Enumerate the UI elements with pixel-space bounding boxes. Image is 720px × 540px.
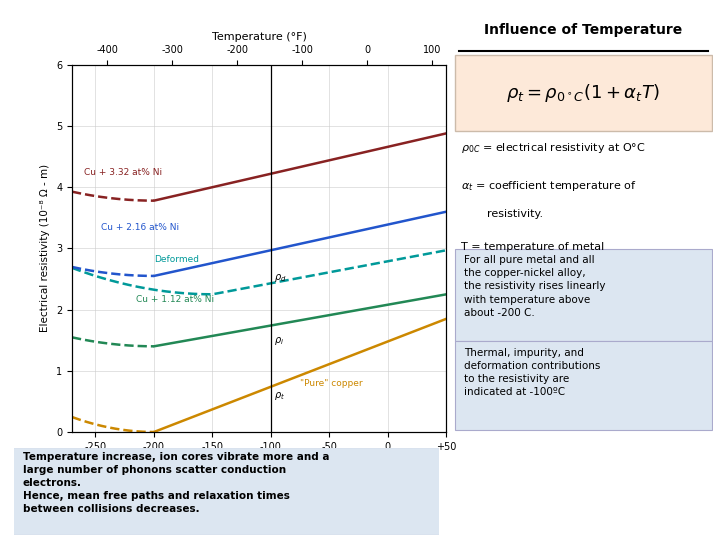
Text: Deformed: Deformed: [154, 255, 199, 264]
X-axis label: Temperature (°C): Temperature (°C): [211, 457, 307, 467]
FancyBboxPatch shape: [10, 447, 444, 536]
Text: $\rho_{0C}$ = electrical resistivity at O°C: $\rho_{0C}$ = electrical resistivity at …: [462, 141, 646, 156]
X-axis label: Temperature (°F): Temperature (°F): [212, 31, 307, 42]
Text: Temperature increase, ion cores vibrate more and a
large number of phonons scatt: Temperature increase, ion cores vibrate …: [23, 451, 329, 515]
Text: Cu + 3.32 at% Ni: Cu + 3.32 at% Ni: [84, 168, 162, 177]
Text: $\rho_t = \rho_{0^\circ C}(1 + \alpha_t T)$: $\rho_t = \rho_{0^\circ C}(1 + \alpha_t …: [506, 82, 660, 104]
Text: $\alpha_t$ = coefficient temperature of: $\alpha_t$ = coefficient temperature of: [462, 179, 637, 193]
Text: Cu + 2.16 at% Ni: Cu + 2.16 at% Ni: [102, 223, 179, 232]
Text: Cu + 1.12 at% Ni: Cu + 1.12 at% Ni: [136, 295, 215, 303]
Text: $\rho_t$: $\rho_t$: [274, 390, 285, 402]
FancyBboxPatch shape: [455, 341, 711, 430]
Text: Influence of Temperature: Influence of Temperature: [484, 23, 683, 37]
Text: $\rho_d$: $\rho_d$: [274, 272, 287, 284]
Text: T = temperature of metal: T = temperature of metal: [462, 242, 605, 253]
Text: Thermal, impurity, and
deformation contributions
to the resistivity are
indicate: Thermal, impurity, and deformation contr…: [464, 348, 600, 397]
Text: For all pure metal and all
the copper-nickel alloy,
the resistivity rises linear: For all pure metal and all the copper-ni…: [464, 255, 606, 318]
Text: resistivity.: resistivity.: [487, 209, 544, 219]
FancyBboxPatch shape: [455, 249, 711, 341]
FancyBboxPatch shape: [455, 55, 711, 131]
Text: $\rho_i$: $\rho_i$: [274, 335, 284, 347]
Text: "Pure" copper: "Pure" copper: [300, 379, 363, 388]
Y-axis label: Electrical resistivity (10⁻⁸ Ω - m): Electrical resistivity (10⁻⁸ Ω - m): [40, 164, 50, 333]
